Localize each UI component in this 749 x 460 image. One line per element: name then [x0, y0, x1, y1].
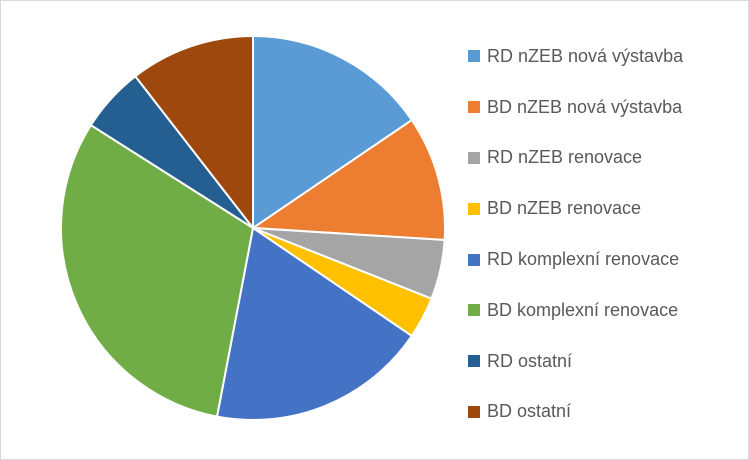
legend-item: BD ostatní — [468, 387, 743, 438]
legend-label: BD nZEB renovace — [487, 198, 642, 219]
legend-label: BD komplexní renovace — [487, 299, 679, 320]
pie-slice — [134, 35, 254, 229]
legend: RD nZEB nová výstavba BD nZEB nová výsta… — [468, 31, 743, 437]
legend-swatch — [468, 151, 480, 164]
legend-item: RD nZEB renovace — [468, 133, 743, 184]
legend-swatch — [468, 355, 480, 368]
legend-label: BD ostatní — [487, 401, 572, 422]
legend-item: RD nZEB nová výstavba — [468, 31, 743, 82]
legend-label: RD nZEB renovace — [487, 147, 643, 168]
legend-label: RD ostatní — [487, 350, 573, 371]
legend-swatch — [468, 101, 480, 114]
pie-slice — [216, 227, 413, 421]
pie-chart — [60, 35, 446, 421]
legend-label: RD komplexní renovace — [487, 249, 680, 270]
pie-slice — [252, 35, 413, 229]
legend-swatch — [468, 304, 480, 317]
legend-label: BD nZEB nová výstavba — [487, 96, 683, 117]
legend-item: BD komplexní renovace — [468, 285, 743, 336]
legend-item: BD nZEB nová výstavba — [468, 82, 743, 133]
legend-swatch — [468, 50, 480, 63]
legend-item: RD komplexní renovace — [468, 234, 743, 285]
pie-slice — [252, 119, 446, 242]
legend-swatch — [468, 405, 480, 418]
legend-swatch — [468, 202, 480, 215]
legend-swatch — [468, 253, 480, 266]
legend-label: RD nZEB nová výstavba — [487, 45, 684, 66]
legend-item: RD ostatní — [468, 336, 743, 387]
legend-item: BD nZEB renovace — [468, 183, 743, 234]
